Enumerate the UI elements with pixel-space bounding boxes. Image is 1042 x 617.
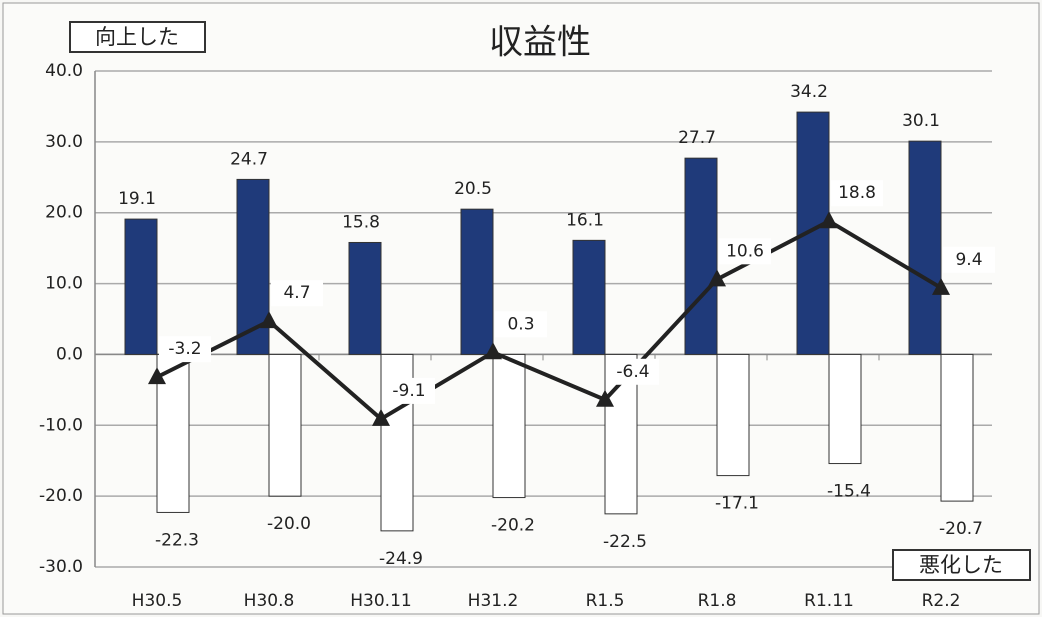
data-label: -20.0 <box>267 514 311 534</box>
data-label: 18.8 <box>838 183 876 203</box>
data-label: -15.4 <box>827 482 871 502</box>
data-label: -9.1 <box>392 381 425 401</box>
label-bg <box>943 246 995 273</box>
bar <box>908 140 942 355</box>
marker <box>148 367 166 385</box>
data-label: 16.1 <box>566 210 604 230</box>
x-tick-label: R1.5 <box>586 591 625 611</box>
data-label: -20.2 <box>491 516 535 536</box>
data-label: -22.3 <box>155 530 199 550</box>
bar <box>268 353 302 497</box>
y-tick-label: -10.0 <box>39 415 83 435</box>
data-label: 19.1 <box>118 189 156 209</box>
bar <box>940 353 974 502</box>
label-bg <box>719 238 771 265</box>
y-tick-label: 40.0 <box>45 61 83 81</box>
data-label: 27.7 <box>678 128 716 148</box>
x-tick-label: H31.2 <box>468 591 519 611</box>
data-label: -24.9 <box>379 549 423 569</box>
data-label: -3.2 <box>168 339 201 359</box>
x-tick-label: H30.11 <box>350 591 411 611</box>
marker <box>932 277 950 295</box>
y-tick-label: 0.0 <box>56 344 83 364</box>
legend-label: 悪化した <box>919 553 1003 577</box>
data-label: 4.7 <box>283 283 310 303</box>
data-label: 9.4 <box>955 250 982 270</box>
data-label: 20.5 <box>454 179 492 199</box>
label-bg <box>383 377 435 404</box>
x-tick-label: R2.2 <box>922 591 961 611</box>
label-bg <box>495 311 547 338</box>
marker <box>484 342 502 360</box>
bar <box>684 157 718 355</box>
marker <box>708 269 726 287</box>
label-bg <box>607 358 659 385</box>
marker <box>596 389 614 407</box>
bar <box>492 353 526 499</box>
data-label: 0.3 <box>507 314 534 334</box>
data-label: 15.8 <box>342 212 380 232</box>
label-bg <box>271 280 323 307</box>
data-label: 34.2 <box>790 82 828 102</box>
bar <box>460 208 494 355</box>
x-tick-label: H30.5 <box>132 591 183 611</box>
y-tick-label: 30.0 <box>45 132 83 152</box>
y-tick-label: 10.0 <box>45 274 83 294</box>
label-bg <box>159 336 211 363</box>
bar <box>572 239 606 355</box>
data-label: 30.1 <box>902 111 940 131</box>
bar <box>716 353 750 477</box>
legend-box <box>69 21 206 53</box>
data-label: -17.1 <box>715 494 759 514</box>
data-label: -22.5 <box>603 532 647 552</box>
label-bg <box>831 180 883 207</box>
bar <box>124 218 158 355</box>
x-tick-label: R1.11 <box>804 591 854 611</box>
x-tick-label: H30.8 <box>244 591 295 611</box>
x-tick-label: R1.8 <box>698 591 737 611</box>
bar <box>828 353 862 465</box>
data-label: 10.6 <box>726 241 764 261</box>
marker <box>372 408 390 426</box>
data-label: -20.7 <box>939 519 983 539</box>
chart-title: 収益性 <box>489 23 591 63</box>
marker <box>260 311 278 329</box>
legend-label: 向上した <box>95 25 179 49</box>
y-tick-label: -30.0 <box>39 557 83 577</box>
marker <box>820 211 838 229</box>
legend-box <box>892 549 1031 581</box>
bar <box>348 241 382 355</box>
line <box>156 218 943 422</box>
y-tick-label: 20.0 <box>45 203 83 223</box>
y-tick-label: -20.0 <box>39 486 83 506</box>
data-label: 24.7 <box>230 149 268 169</box>
data-label: -6.4 <box>616 362 649 382</box>
